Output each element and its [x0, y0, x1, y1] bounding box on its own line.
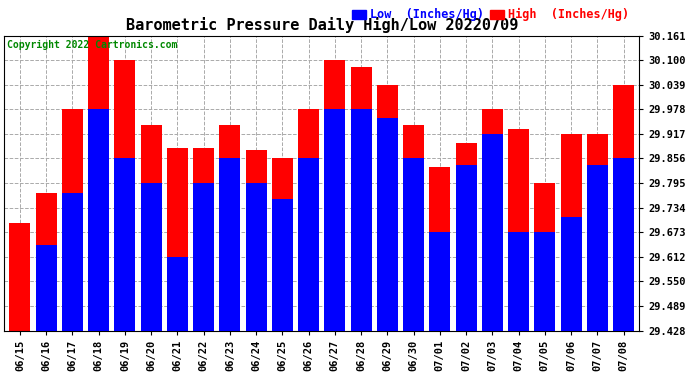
Bar	[429, 167, 451, 330]
Bar	[534, 232, 555, 330]
Bar	[219, 159, 240, 330]
Bar	[298, 159, 319, 330]
Bar	[115, 60, 135, 330]
Bar	[560, 134, 582, 330]
Bar	[272, 159, 293, 330]
Bar	[508, 232, 529, 330]
Bar	[586, 165, 608, 330]
Bar	[613, 85, 634, 330]
Bar	[613, 159, 634, 330]
Bar	[534, 183, 555, 330]
Bar	[482, 110, 503, 330]
Bar	[586, 134, 608, 330]
Bar	[272, 199, 293, 330]
Bar	[482, 134, 503, 330]
Bar	[36, 193, 57, 330]
Bar	[377, 118, 398, 330]
Title: Barometric Pressure Daily High/Low 20220709: Barometric Pressure Daily High/Low 20220…	[126, 17, 518, 33]
Bar	[403, 159, 424, 330]
Bar	[351, 110, 372, 330]
Bar	[62, 193, 83, 330]
Bar	[455, 165, 477, 330]
Bar	[193, 148, 214, 330]
Bar	[88, 110, 109, 330]
Bar	[429, 232, 451, 330]
Bar	[88, 36, 109, 330]
Bar	[246, 150, 266, 330]
Bar	[36, 244, 57, 330]
Bar	[115, 159, 135, 330]
Bar	[167, 148, 188, 330]
Bar	[141, 124, 161, 330]
Bar	[560, 217, 582, 330]
Bar	[141, 183, 161, 330]
Bar	[219, 124, 240, 330]
Bar	[324, 110, 346, 330]
Text: Copyright 2022 Cartronics.com: Copyright 2022 Cartronics.com	[8, 40, 178, 50]
Bar	[298, 110, 319, 330]
Bar	[167, 256, 188, 330]
Bar	[403, 124, 424, 330]
Bar	[193, 183, 214, 330]
Bar	[455, 143, 477, 330]
Bar	[508, 129, 529, 330]
Bar	[324, 60, 346, 330]
Legend: Low  (Inches/Hg), High  (Inches/Hg): Low (Inches/Hg), High (Inches/Hg)	[348, 3, 633, 26]
Bar	[351, 67, 372, 330]
Bar	[377, 85, 398, 330]
Bar	[62, 110, 83, 330]
Bar	[246, 183, 266, 330]
Bar	[10, 223, 30, 330]
